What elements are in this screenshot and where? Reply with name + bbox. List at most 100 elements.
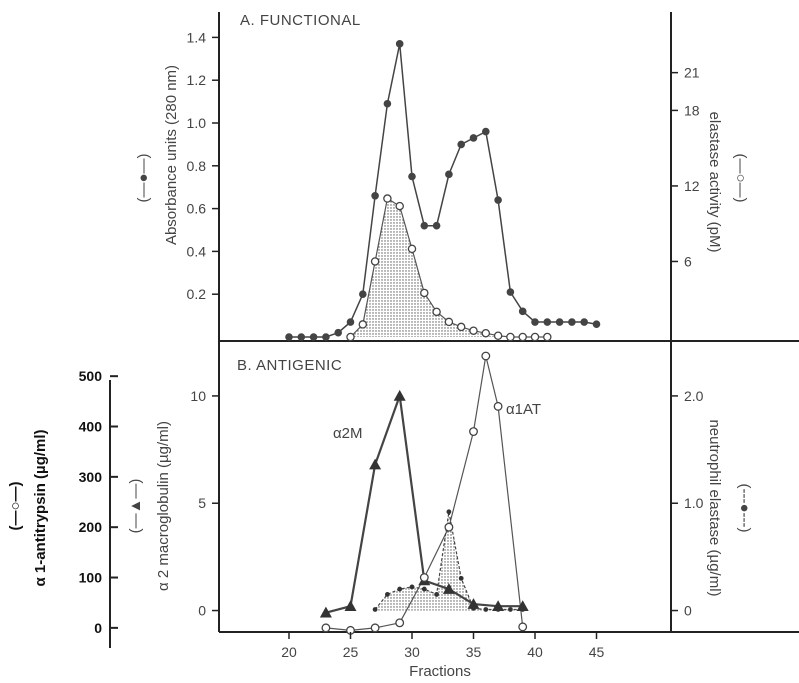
absorbance-point	[531, 318, 539, 326]
elastase-activity-point	[493, 331, 503, 340]
a2m-point	[344, 600, 357, 612]
absorbance-point	[297, 333, 306, 341]
elastase-activity-shaded-area	[350, 198, 548, 337]
a1at-point	[469, 427, 478, 436]
panel-a-label: A. FUNCTIONAL	[240, 12, 361, 29]
panel-b-outer-marker-legend: (—○—)	[7, 481, 24, 530]
a2m-point	[393, 389, 406, 401]
a1at-point	[444, 522, 454, 532]
panel-a-right-tick-label: 6	[684, 253, 692, 269]
neutrophil-elastase-point	[434, 592, 439, 597]
shaded-areas	[350, 198, 548, 611]
a2m-point	[319, 606, 332, 618]
elastase-activity-point	[395, 201, 404, 211]
elastase-activity-point	[469, 326, 478, 335]
x-tick-label: 45	[589, 644, 605, 660]
x-tick-label: 25	[343, 644, 359, 660]
elastase-activity-point	[346, 332, 355, 342]
elastase-activity-point	[530, 332, 540, 342]
neutrophil-elastase-point	[385, 592, 390, 597]
absorbance-point	[543, 318, 552, 326]
panel-b-left-tick-label: 0	[198, 603, 206, 619]
panel-a-left-tick-label: 0.4	[187, 243, 207, 259]
panel-b-outer-tick-label: 100	[79, 570, 103, 586]
panel-b-right-marker-legend: (---●---)	[736, 483, 753, 532]
x-tick-label: 35	[466, 644, 482, 660]
absorbance-point	[445, 170, 453, 179]
absorbance-point	[592, 320, 601, 328]
panel-a-right-tick-label: 12	[684, 178, 700, 194]
elastase-activity-point	[370, 257, 380, 266]
panel-b-outer-tick-label: 0	[94, 620, 102, 636]
x-tick-label: 40	[527, 644, 543, 660]
a1at-point	[518, 622, 528, 632]
panel-a-left-tick-label: 1.0	[187, 115, 207, 131]
elastase-activity-point	[456, 322, 466, 332]
panel-a-left-axis-label: Absorbance units (280 nm)	[163, 65, 180, 245]
panel-b-right-tick-label: 2.0	[684, 388, 704, 404]
absorbance-point	[469, 134, 478, 142]
series-label-a1at: α1AT	[506, 401, 541, 418]
absorbance-point	[359, 290, 367, 299]
absorbance-point	[568, 318, 576, 326]
elastase-activity-point	[420, 288, 429, 298]
elastase-activity-point	[481, 328, 491, 338]
absorbance-point	[506, 288, 515, 296]
a1at-point	[321, 623, 331, 633]
a1at-point	[370, 623, 380, 633]
series-markers	[285, 40, 601, 635]
neutrophil-elastase-shaded-area	[375, 511, 523, 611]
neutrophil-elastase-point	[508, 607, 513, 612]
elastase-activity-point	[358, 320, 368, 329]
neutrophil-elastase-point	[446, 509, 452, 515]
panel-a-right-axis-label: elastase activity (pM)	[706, 112, 723, 253]
absorbance-point	[285, 333, 293, 341]
absorbance-point	[309, 333, 318, 341]
absorbance-point	[580, 318, 588, 326]
neutrophil-elastase-point	[520, 607, 526, 612]
absorbance-point	[334, 328, 343, 337]
panel-b-outer-tick-label: 300	[79, 469, 103, 485]
panel-b-left-marker-legend: (—▲—)	[127, 479, 144, 534]
elastase-activity-point	[543, 332, 552, 342]
panel-b-right-tick-label: 1.0	[684, 495, 704, 511]
panel-b-outer-tick-label: 200	[79, 519, 103, 535]
a1at-point	[481, 351, 491, 361]
absorbance-point	[555, 318, 564, 326]
panel-a-right-marker-legend: (—○—)	[732, 153, 749, 202]
panel-b-left-axis-label: α 2 macroglobulin (µg/ml)	[155, 421, 172, 591]
neutrophil-elastase-point	[458, 575, 464, 581]
elastase-activity-point	[518, 332, 527, 342]
absorbance-point	[518, 307, 527, 316]
absorbance-point	[395, 40, 404, 48]
panel-a-left-tick-label: 0.2	[187, 286, 207, 302]
axis-ticks: 20 25 30 35 40 45 0.2 0.4 0.6 0.8 1.0 1.2 1.4 6 12 18 21…	[79, 29, 704, 660]
panel-a-left-marker-legend: (—●—)	[135, 153, 152, 202]
neutrophil-elastase-point	[397, 586, 403, 592]
a1at-point	[419, 573, 429, 582]
a2m-point	[442, 583, 455, 594]
panel-b-outer-tick-label: 500	[79, 368, 103, 384]
elastase-activity-point	[444, 317, 454, 327]
elastase-activity-point	[506, 332, 515, 342]
a1at-point	[395, 618, 405, 628]
absorbance-point	[346, 318, 355, 326]
panel-a-left-tick-label: 0.6	[187, 201, 207, 217]
a2m-point	[516, 600, 529, 612]
x-tick-label: 30	[404, 644, 420, 660]
absorbance-point	[432, 221, 441, 230]
neutrophil-elastase-point	[421, 586, 427, 592]
elastase-activity-point	[407, 244, 417, 254]
elastase-activity-point	[432, 307, 441, 317]
neutrophil-elastase-point	[495, 607, 501, 612]
panel-a-left-tick-label: 0.8	[187, 158, 207, 174]
absorbance-point	[408, 172, 416, 181]
a2m-point	[467, 598, 480, 609]
x-axis-label: Fractions	[409, 663, 471, 680]
a1at-point	[493, 401, 503, 411]
panel-a-right-tick-label: 18	[684, 102, 700, 118]
x-tick-label: 20	[281, 644, 297, 660]
panel-b-outer-tick-label: 400	[79, 419, 103, 435]
elastase-activity-point	[383, 194, 392, 203]
